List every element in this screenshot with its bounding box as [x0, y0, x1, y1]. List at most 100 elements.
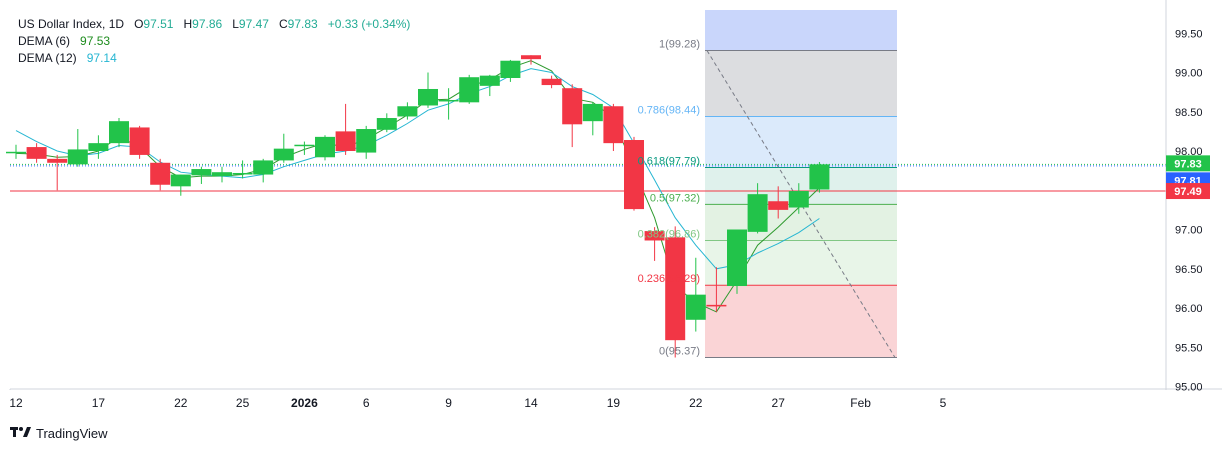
candle-2[interactable] [26, 143, 47, 163]
candle-40[interactable] [809, 161, 830, 193]
candle-29[interactable] [582, 102, 603, 136]
candle-body [294, 144, 315, 147]
candle-27[interactable] [541, 75, 562, 89]
candle-body [418, 88, 438, 106]
candles[interactable] [6, 55, 830, 358]
candle-30[interactable] [603, 103, 624, 151]
candle-body [253, 160, 274, 175]
indicator-dema6[interactable]: DEMA (6) 97.53 [18, 33, 410, 50]
candle-11[interactable] [212, 166, 232, 183]
candle-26[interactable] [521, 55, 541, 65]
candle-25[interactable] [500, 59, 521, 82]
candle-22[interactable] [438, 88, 459, 120]
x-tick-label[interactable]: 14 [524, 396, 538, 410]
y-tick-label[interactable]: 98.00 [1175, 146, 1203, 158]
candle-38[interactable] [768, 186, 789, 219]
candle-body [747, 194, 768, 232]
candle-body [768, 201, 789, 210]
y-tick-label[interactable]: 95.00 [1175, 382, 1203, 394]
candle-35[interactable] [706, 267, 727, 312]
tradingview-logo-icon [10, 426, 32, 441]
candle-body [809, 164, 830, 190]
candle-7[interactable] [129, 125, 150, 159]
candle-body [644, 231, 665, 241]
moving-averages [15, 60, 820, 313]
candle-12[interactable] [232, 160, 253, 179]
series-line-dema6 [15, 60, 820, 313]
horizontal-lines[interactable] [10, 163, 1166, 192]
candle-1[interactable] [6, 144, 26, 159]
candle-33[interactable] [665, 226, 686, 358]
ohlc-row: US Dollar Index, 1D O97.51 H97.86 L97.47… [18, 16, 410, 33]
indicator-dema12[interactable]: DEMA (12) 97.14 [18, 50, 410, 67]
x-tick-label[interactable]: 17 [92, 396, 106, 410]
candle-10[interactable] [191, 166, 212, 184]
candle-24[interactable] [479, 74, 500, 97]
candle-21[interactable] [418, 72, 438, 108]
candle-20[interactable] [397, 102, 418, 120]
candle-17[interactable] [335, 103, 356, 155]
indicator-dema12-label: DEMA (12) [18, 51, 77, 65]
fib-label-0.5: 0.5(97.32) [650, 192, 700, 204]
candle-13[interactable] [253, 158, 274, 183]
candle-3[interactable] [47, 154, 68, 191]
candle-39[interactable] [788, 183, 809, 214]
candle-34[interactable] [685, 257, 706, 332]
candle-body [26, 147, 47, 159]
low-value: 97.47 [238, 17, 269, 31]
x-tick-label[interactable]: 19 [607, 396, 621, 410]
candle-37[interactable] [747, 183, 768, 234]
candle-5[interactable] [88, 135, 109, 159]
fib-trend-line[interactable] [706, 50, 896, 358]
candle-23[interactable] [459, 74, 480, 104]
candle-15[interactable] [294, 141, 315, 155]
open-key: O [134, 17, 144, 31]
candle-16[interactable] [315, 135, 335, 161]
candle-body [129, 127, 150, 155]
candle-body [88, 143, 109, 151]
close-key: C [278, 17, 288, 31]
candle-31[interactable] [624, 136, 644, 211]
x-tick-label[interactable]: 22 [689, 396, 703, 410]
candle-19[interactable] [376, 113, 397, 133]
fib-label-0.786: 0.786(98.44) [638, 104, 700, 116]
axes[interactable]: 95.0095.5096.0096.5097.0097.5098.0098.50… [9, 0, 1222, 410]
x-tick-label[interactable]: 6 [363, 396, 370, 410]
candle-36[interactable] [727, 229, 747, 294]
candle-9[interactable] [170, 174, 191, 196]
x-tick-label[interactable]: Feb [850, 396, 871, 410]
fib-zone-0.786 [705, 116, 897, 168]
price-label-1: 97.83 [1166, 155, 1210, 172]
candle-28[interactable] [562, 84, 583, 148]
y-tick-label[interactable]: 96.50 [1175, 264, 1203, 276]
y-tick-label[interactable]: 99.50 [1175, 28, 1203, 40]
candle-body [500, 60, 521, 78]
candle-32[interactable] [644, 227, 665, 261]
candle-body [727, 229, 747, 287]
y-tick-label[interactable]: 98.50 [1175, 107, 1203, 119]
x-tick-label[interactable]: 9 [445, 396, 452, 410]
candle-18[interactable] [356, 125, 377, 159]
fibonacci-retracement[interactable] [705, 10, 897, 358]
x-tick-label[interactable]: 22 [174, 396, 188, 410]
y-tick-label[interactable]: 99.00 [1175, 68, 1203, 80]
y-tick-label[interactable]: 95.50 [1175, 342, 1203, 354]
candle-body [665, 237, 686, 341]
x-tick-label[interactable]: 2026 [291, 396, 318, 410]
candle-6[interactable] [109, 118, 129, 148]
low-key: L [232, 17, 239, 31]
tradingview-brand[interactable]: TradingView [10, 426, 108, 441]
x-tick-label[interactable]: 27 [772, 396, 786, 410]
fib-label-0: 0(95.37) [659, 345, 700, 357]
candle-8[interactable] [150, 158, 171, 191]
price-label-3: 97.49 [1166, 183, 1210, 200]
y-tick-label[interactable]: 97.00 [1175, 225, 1203, 237]
x-tick-label[interactable]: 12 [9, 396, 23, 410]
candle-4[interactable] [67, 129, 88, 167]
candle-14[interactable] [273, 133, 294, 163]
fibonacci-labels: 1(99.28) 0.786(98.44) 0.618(97.79) 0.5(97.3… [638, 39, 700, 358]
y-tick-label[interactable]: 96.00 [1175, 303, 1203, 315]
x-tick-label[interactable]: 5 [940, 396, 947, 410]
x-tick-label[interactable]: 25 [236, 396, 250, 410]
